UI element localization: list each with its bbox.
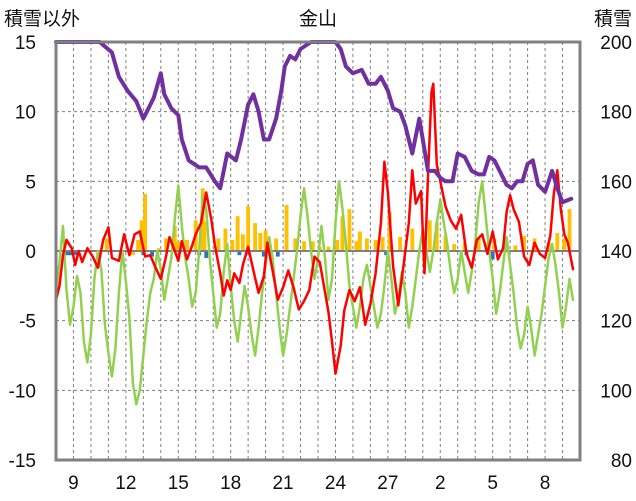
right-tick-label: 160 xyxy=(600,172,632,193)
x-tick-label: 18 xyxy=(220,473,241,494)
left-axis-label: 積雪以外 xyxy=(4,8,80,30)
left-tick-label: 5 xyxy=(25,172,36,193)
snowfall-bar xyxy=(176,241,181,251)
left-tick-label: 15 xyxy=(15,33,36,54)
snowfall-bar xyxy=(513,245,518,251)
snowfall-bar xyxy=(216,238,221,251)
right-tick-label: 80 xyxy=(611,451,632,472)
right-axis-label: 積雪 xyxy=(594,8,632,30)
chart-title: 金山 xyxy=(299,8,337,30)
snowfall-bar xyxy=(310,241,315,251)
snowfall-bar xyxy=(434,223,439,251)
x-tick-label: 12 xyxy=(115,473,136,494)
x-tick-label: 27 xyxy=(377,473,398,494)
snowfall-bar xyxy=(130,251,135,256)
snowfall-bar xyxy=(172,225,177,251)
x-tick-label: 21 xyxy=(272,473,293,494)
snowfall-bar xyxy=(410,228,415,251)
right-axis-ticks: 200 180 160 140 120 100 80 xyxy=(600,33,632,472)
snowfall-bar xyxy=(476,238,481,251)
precip-bar xyxy=(64,251,69,256)
snowfall-bar xyxy=(340,216,345,251)
snowfall-bar xyxy=(567,209,572,251)
snowfall-bar xyxy=(246,206,251,251)
right-tick-label: 200 xyxy=(600,33,632,54)
snowfall-bar xyxy=(555,232,560,251)
snowfall-bar xyxy=(157,248,161,251)
snowfall-bar xyxy=(347,209,352,251)
precip-bar xyxy=(275,251,280,257)
precip-bar xyxy=(384,251,389,256)
snowfall-bar xyxy=(398,237,403,251)
snowfall-bar xyxy=(143,193,148,251)
left-tick-label: -10 xyxy=(9,381,36,402)
snowfall-bar xyxy=(380,237,385,251)
x-tick-label: 24 xyxy=(325,473,347,494)
snowfall-bar xyxy=(136,239,141,251)
snowfall-bar xyxy=(240,234,245,251)
x-tick-label: 5 xyxy=(487,473,498,494)
snowfall-bar xyxy=(223,228,228,251)
snowfall-bar xyxy=(364,238,369,251)
x-tick-label: 2 xyxy=(435,473,446,494)
precip-bar xyxy=(490,251,495,260)
precip-bar xyxy=(204,251,209,258)
snowfall-bar xyxy=(335,239,340,251)
snowfall-bar xyxy=(164,238,168,251)
snowfall-bar xyxy=(185,239,189,251)
left-axis-ticks: 15 10 5 0 -5 -10 -15 xyxy=(9,33,36,472)
snowfall-bar xyxy=(357,231,362,251)
snowfall-bar xyxy=(293,238,298,251)
right-tick-label: 140 xyxy=(600,242,632,263)
snowfall-bar xyxy=(452,244,457,251)
precip-bar xyxy=(261,251,266,257)
precip-bar xyxy=(150,251,154,257)
x-tick-label: 15 xyxy=(168,473,189,494)
left-tick-label: -5 xyxy=(19,312,36,333)
snowfall-bar xyxy=(202,221,207,251)
snowfall-bar xyxy=(562,238,567,251)
right-tick-label: 100 xyxy=(600,381,632,402)
plot-frame xyxy=(54,40,582,462)
snowfall-bar xyxy=(373,239,378,251)
snowfall-bar xyxy=(230,239,235,251)
snowfall-bar xyxy=(253,223,258,251)
snowfall-bar xyxy=(443,235,448,251)
snowfall-bar xyxy=(522,235,527,251)
tmin-line xyxy=(54,180,575,406)
snowfall-bar xyxy=(485,242,490,251)
left-tick-label: 10 xyxy=(15,103,36,124)
precip-bar xyxy=(237,251,242,256)
snowfall-bar xyxy=(354,241,359,251)
snowfall-bar xyxy=(326,246,331,251)
snowfall-bar xyxy=(427,220,432,251)
snowfall-bar xyxy=(263,230,268,251)
x-tick-label: 8 xyxy=(540,473,551,494)
grid-lines xyxy=(56,42,580,460)
snowfall-bar xyxy=(274,238,279,251)
tmax-line xyxy=(54,82,575,375)
snowfall-bar xyxy=(302,241,306,251)
right-tick-label: 120 xyxy=(600,312,632,333)
snowfall-bar xyxy=(284,205,289,251)
right-tick-label: 180 xyxy=(600,103,632,124)
snowfall-bar xyxy=(235,216,240,251)
precip-bar xyxy=(73,251,78,256)
x-axis-ticks: 9 12 15 18 21 24 27 2 5 8 xyxy=(68,473,550,494)
snowfall-bar xyxy=(104,238,109,251)
snowfall-bar xyxy=(258,232,263,251)
x-tick-label: 9 xyxy=(68,473,79,494)
left-tick-label: -15 xyxy=(9,451,36,472)
left-tick-label: 0 xyxy=(25,242,36,263)
